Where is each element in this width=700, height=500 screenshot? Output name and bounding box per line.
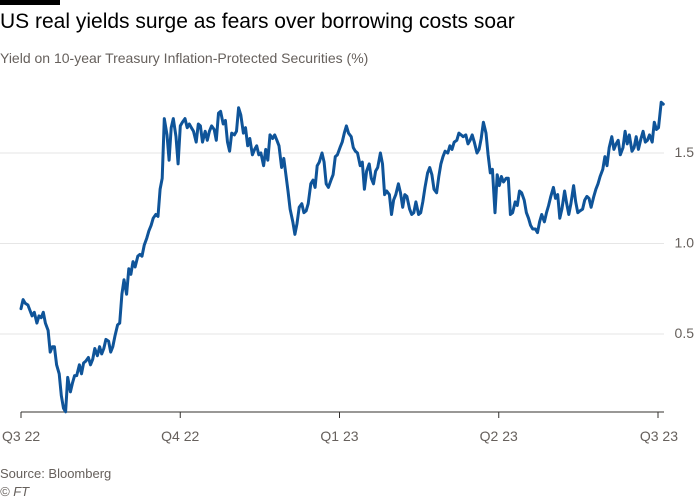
x-tick-label: Q4 22 xyxy=(161,428,199,444)
y-tick-label: 0.5 xyxy=(675,325,695,341)
y-tick-label: 1.0 xyxy=(675,235,695,251)
x-axis xyxy=(20,411,664,418)
ft-credit: © FT xyxy=(0,484,30,499)
grid-layer xyxy=(0,152,664,335)
x-tick-label: Q3 22 xyxy=(2,428,40,444)
x-tick-label: Q3 23 xyxy=(640,428,678,444)
y-axis-labels: 0.5 1.0 1.5 xyxy=(675,144,695,341)
x-tick-label: Q1 23 xyxy=(320,428,358,444)
chart-subtitle: Yield on 10-year Treasury Inflation-Prot… xyxy=(0,50,369,66)
series-line-tips-yield xyxy=(19,100,665,414)
x-tick-label: Q2 23 xyxy=(480,428,518,444)
source-note: Source: Bloomberg xyxy=(0,466,112,481)
ft-top-bar xyxy=(0,0,60,5)
series-layer xyxy=(19,100,665,414)
y-tick-label: 1.5 xyxy=(675,144,695,160)
chart-title: US real yields surge as fears over borro… xyxy=(0,10,515,33)
x-axis-labels: Q3 22 Q4 22 Q1 23 Q2 23 Q3 23 xyxy=(2,428,678,444)
